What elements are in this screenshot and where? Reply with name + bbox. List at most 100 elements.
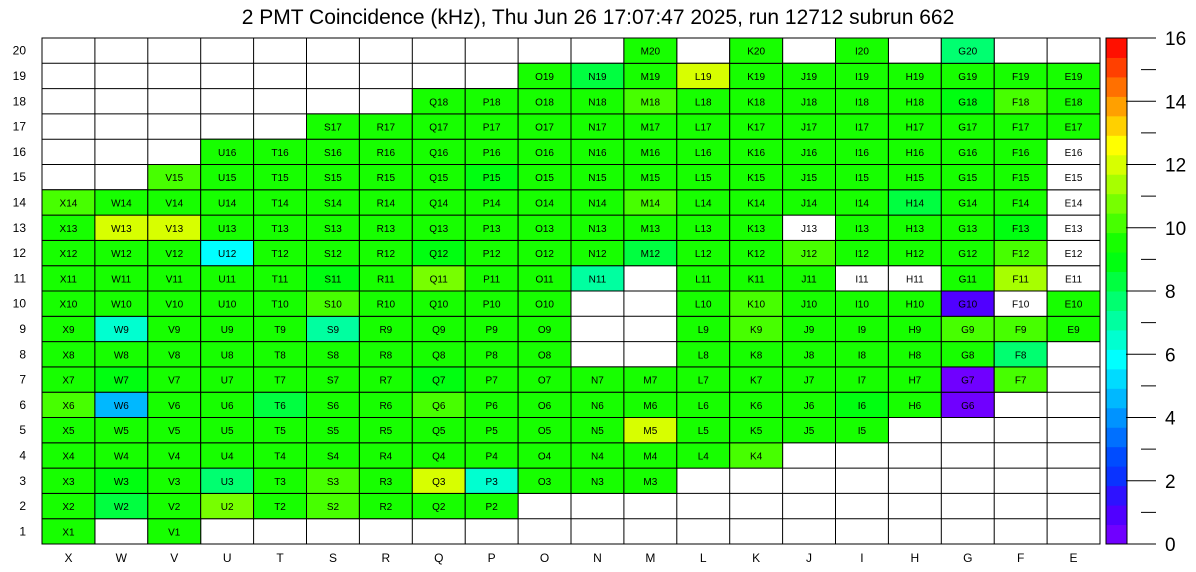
heatmap-cell-x1[interactable]: X1 (42, 519, 95, 544)
heatmap-cell-u15[interactable]: U15 (201, 165, 254, 190)
heatmap-cell-h8[interactable]: H8 (888, 342, 941, 367)
heatmap-cell-l8[interactable]: L8 (677, 342, 730, 367)
heatmap-cell-k18[interactable]: K18 (730, 89, 783, 114)
heatmap-cell-u3[interactable]: U3 (201, 468, 254, 493)
heatmap-cell-g7[interactable]: G7 (941, 367, 994, 392)
heatmap-cell-l15[interactable]: L15 (677, 165, 730, 190)
heatmap-cell-i12[interactable]: I12 (836, 240, 889, 265)
heatmap-cell-e10[interactable]: E10 (1047, 291, 1100, 316)
heatmap-cell-r11[interactable]: R11 (359, 266, 412, 291)
heatmap-cell-k5[interactable]: K5 (730, 418, 783, 443)
heatmap-cell-i18[interactable]: I18 (836, 89, 889, 114)
heatmap-cell-t4[interactable]: T4 (254, 443, 307, 468)
heatmap-cell-o14[interactable]: O14 (518, 190, 571, 215)
heatmap-cell-u4[interactable]: U4 (201, 443, 254, 468)
heatmap-cell-s9[interactable]: S9 (307, 316, 360, 341)
heatmap-cell-g11[interactable]: G11 (941, 266, 994, 291)
heatmap-cell-v11[interactable]: V11 (148, 266, 201, 291)
heatmap-cell-t10[interactable]: T10 (254, 291, 307, 316)
heatmap-cell-p8[interactable]: P8 (465, 342, 518, 367)
heatmap-cell-p11[interactable]: P11 (465, 266, 518, 291)
heatmap-cell-s14[interactable]: S14 (307, 190, 360, 215)
heatmap-cell-k17[interactable]: K17 (730, 114, 783, 139)
heatmap-cell-s17[interactable]: S17 (307, 114, 360, 139)
heatmap-cell-n17[interactable]: N17 (571, 114, 624, 139)
heatmap-cell-s11[interactable]: S11 (307, 266, 360, 291)
heatmap-cell-h10[interactable]: H10 (888, 291, 941, 316)
heatmap-cell-o8[interactable]: O8 (518, 342, 571, 367)
heatmap-cell-f19[interactable]: F19 (994, 63, 1047, 88)
heatmap-cell-x10[interactable]: X10 (42, 291, 95, 316)
heatmap-cell-n19[interactable]: N19 (571, 63, 624, 88)
heatmap-cell-r13[interactable]: R13 (359, 215, 412, 240)
heatmap-cell-s12[interactable]: S12 (307, 240, 360, 265)
heatmap-cell-j17[interactable]: J17 (783, 114, 836, 139)
heatmap-cell-i17[interactable]: I17 (836, 114, 889, 139)
heatmap-cell-j13[interactable]: J13 (783, 215, 836, 240)
heatmap-cell-p4[interactable]: P4 (465, 443, 518, 468)
heatmap-cell-h9[interactable]: H9 (888, 316, 941, 341)
heatmap-cell-x3[interactable]: X3 (42, 468, 95, 493)
heatmap-cell-h14[interactable]: H14 (888, 190, 941, 215)
heatmap-cell-v15[interactable]: V15 (148, 165, 201, 190)
heatmap-cell-i10[interactable]: I10 (836, 291, 889, 316)
heatmap-cell-p16[interactable]: P16 (465, 139, 518, 164)
heatmap-cell-k13[interactable]: K13 (730, 215, 783, 240)
heatmap-cell-h17[interactable]: H17 (888, 114, 941, 139)
heatmap-cell-s7[interactable]: S7 (307, 367, 360, 392)
heatmap-cell-l4[interactable]: L4 (677, 443, 730, 468)
heatmap-cell-k20[interactable]: K20 (730, 38, 783, 63)
heatmap-cell-u6[interactable]: U6 (201, 392, 254, 417)
heatmap-cell-m19[interactable]: M19 (624, 63, 677, 88)
heatmap-cell-r10[interactable]: R10 (359, 291, 412, 316)
heatmap-cell-f7[interactable]: F7 (994, 367, 1047, 392)
heatmap-cell-p3[interactable]: P3 (465, 468, 518, 493)
heatmap-cell-l16[interactable]: L16 (677, 139, 730, 164)
heatmap-cell-e11[interactable]: E11 (1047, 266, 1100, 291)
heatmap-cell-n11[interactable]: N11 (571, 266, 624, 291)
heatmap-cell-g13[interactable]: G13 (941, 215, 994, 240)
heatmap-cell-u9[interactable]: U9 (201, 316, 254, 341)
heatmap-cell-w12[interactable]: W12 (95, 240, 148, 265)
heatmap-cell-n6[interactable]: N6 (571, 392, 624, 417)
heatmap-cell-u13[interactable]: U13 (201, 215, 254, 240)
heatmap-cell-u11[interactable]: U11 (201, 266, 254, 291)
heatmap-cell-h11[interactable]: H11 (888, 266, 941, 291)
heatmap-cell-g20[interactable]: G20 (941, 38, 994, 63)
heatmap-cell-n3[interactable]: N3 (571, 468, 624, 493)
heatmap-cell-h19[interactable]: H19 (888, 63, 941, 88)
heatmap-cell-k8[interactable]: K8 (730, 342, 783, 367)
heatmap-cell-e15[interactable]: E15 (1047, 165, 1100, 190)
heatmap-cell-i15[interactable]: I15 (836, 165, 889, 190)
heatmap-cell-o11[interactable]: O11 (518, 266, 571, 291)
heatmap-cell-i16[interactable]: I16 (836, 139, 889, 164)
heatmap-cell-l19[interactable]: L19 (677, 63, 730, 88)
heatmap-cell-u12[interactable]: U12 (201, 240, 254, 265)
heatmap-cell-x8[interactable]: X8 (42, 342, 95, 367)
heatmap-cell-u10[interactable]: U10 (201, 291, 254, 316)
heatmap-cell-o9[interactable]: O9 (518, 316, 571, 341)
heatmap-cell-i11[interactable]: I11 (836, 266, 889, 291)
heatmap-cell-r17[interactable]: R17 (359, 114, 412, 139)
heatmap-cell-o10[interactable]: O10 (518, 291, 571, 316)
heatmap-cell-t15[interactable]: T15 (254, 165, 307, 190)
heatmap-cell-o15[interactable]: O15 (518, 165, 571, 190)
heatmap-cell-t12[interactable]: T12 (254, 240, 307, 265)
heatmap-cell-q10[interactable]: Q10 (412, 291, 465, 316)
heatmap-cell-k19[interactable]: K19 (730, 63, 783, 88)
heatmap-cell-j10[interactable]: J10 (783, 291, 836, 316)
heatmap-cell-g15[interactable]: G15 (941, 165, 994, 190)
heatmap-cell-q9[interactable]: Q9 (412, 316, 465, 341)
heatmap-cell-k4[interactable]: K4 (730, 443, 783, 468)
heatmap-cell-p6[interactable]: P6 (465, 392, 518, 417)
heatmap-cell-f10[interactable]: F10 (994, 291, 1047, 316)
heatmap-cell-l10[interactable]: L10 (677, 291, 730, 316)
heatmap-cell-w11[interactable]: W11 (95, 266, 148, 291)
heatmap-cell-j15[interactable]: J15 (783, 165, 836, 190)
heatmap-cell-k16[interactable]: K16 (730, 139, 783, 164)
heatmap-cell-m3[interactable]: M3 (624, 468, 677, 493)
heatmap-cell-t7[interactable]: T7 (254, 367, 307, 392)
heatmap-cell-v14[interactable]: V14 (148, 190, 201, 215)
heatmap-cell-v2[interactable]: V2 (148, 493, 201, 518)
heatmap-cell-s2[interactable]: S2 (307, 493, 360, 518)
